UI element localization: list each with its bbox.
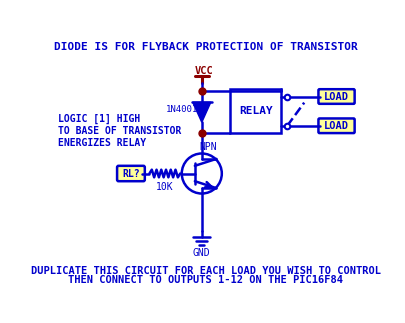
FancyBboxPatch shape <box>318 89 355 104</box>
Bar <box>230 89 281 133</box>
Text: RL?: RL? <box>122 169 140 179</box>
Text: VCC: VCC <box>195 66 213 76</box>
Text: GND: GND <box>193 248 211 258</box>
Text: 10K: 10K <box>156 182 174 192</box>
FancyBboxPatch shape <box>318 119 355 133</box>
Text: LOAD: LOAD <box>324 121 349 131</box>
Text: LOAD: LOAD <box>324 91 349 101</box>
Text: DIODE IS FOR FLYBACK PROTECTION OF TRANSISTOR: DIODE IS FOR FLYBACK PROTECTION OF TRANS… <box>54 42 358 52</box>
FancyBboxPatch shape <box>117 166 145 181</box>
Text: THEN CONNECT TO OUTPUTS 1-12 ON THE PIC16F84: THEN CONNECT TO OUTPUTS 1-12 ON THE PIC1… <box>68 275 343 285</box>
Text: DUPLICATE THIS CIRCUIT FOR EACH LOAD YOU WISH TO CONTROL: DUPLICATE THIS CIRCUIT FOR EACH LOAD YOU… <box>31 266 381 276</box>
Text: NPN: NPN <box>199 142 217 152</box>
Text: RELAY: RELAY <box>239 106 273 116</box>
Text: LOGIC [1] HIGH
TO BASE OF TRANSISTOR
ENERGIZES RELAY: LOGIC [1] HIGH TO BASE OF TRANSISTOR ENE… <box>58 114 181 148</box>
Text: 1N4001: 1N4001 <box>166 105 198 114</box>
Polygon shape <box>193 102 211 122</box>
